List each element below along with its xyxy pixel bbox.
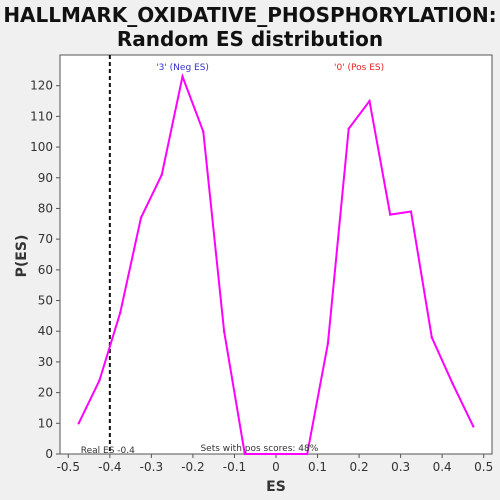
data-point xyxy=(181,75,184,78)
y-tick-label: 0 xyxy=(45,447,53,461)
data-point xyxy=(222,330,226,333)
y-tick-label: 90 xyxy=(38,171,53,185)
y-tick-label: 80 xyxy=(38,201,53,215)
x-tick-label: 0 xyxy=(272,460,280,474)
series-group xyxy=(77,72,475,456)
data-point xyxy=(139,216,143,219)
x-tick-label: -0.4 xyxy=(98,460,121,474)
data-point xyxy=(326,342,330,345)
data-point xyxy=(368,99,371,103)
x-tick-label: -0.5 xyxy=(57,460,80,474)
y-tick-label: 60 xyxy=(38,263,53,277)
plot-area xyxy=(59,54,493,455)
data-point xyxy=(264,452,267,456)
data-point xyxy=(202,130,205,133)
data-point xyxy=(285,452,288,456)
data-point xyxy=(472,425,475,428)
data-point xyxy=(160,173,163,176)
x-tick-label: -0.3 xyxy=(140,460,163,474)
y-tick-label: 10 xyxy=(38,416,53,430)
data-point xyxy=(451,382,454,385)
data-point xyxy=(119,311,122,315)
y-tick-label: 70 xyxy=(38,232,53,246)
y-tick-label: 50 xyxy=(38,294,53,308)
y-tick-label: 110 xyxy=(30,109,53,123)
x-tick-label: 0.5 xyxy=(474,460,493,474)
neg-es-label: '3' (Neg ES) xyxy=(156,63,209,73)
x-tick-label: 0.1 xyxy=(308,460,327,474)
x-tick-label: 0.2 xyxy=(350,460,369,474)
x-tick-label: 0.3 xyxy=(391,460,410,474)
x-axis-label: ES xyxy=(266,479,286,495)
x-tick-label: -0.2 xyxy=(181,460,204,474)
real-es-label: Real ES -0.4 xyxy=(81,446,135,456)
x-tick-label: -0.1 xyxy=(223,460,246,474)
data-point xyxy=(430,336,433,339)
x-tick-label: 0.4 xyxy=(433,460,452,474)
chart-title-line-1: HALLMARK_OXIDATIVE_PHOSPHORYLATION: xyxy=(3,3,496,27)
data-point xyxy=(98,379,101,382)
pos-scores-label: Sets with pos scores: 48% xyxy=(200,444,318,454)
x-axis: -0.5 -0.4 -0.3 -0.2 -0.1 0 0.1 0.2 0.3 0.4 0.5 xyxy=(57,454,493,474)
chart-title-line-2: Random ES distribution xyxy=(117,27,383,51)
series-line xyxy=(77,72,475,455)
y-axis: 0 10 20 30 40 50 60 70 80 90 100 110 120 xyxy=(30,79,60,461)
y-tick-label: 20 xyxy=(38,386,53,400)
y-axis-label: P(ES) xyxy=(14,235,30,278)
data-point xyxy=(305,452,309,456)
y-tick-label: 40 xyxy=(38,324,53,338)
pos-es-label: '0' (Pos ES) xyxy=(334,63,384,73)
data-point xyxy=(347,127,350,130)
y-tick-label: 30 xyxy=(38,355,53,369)
y-tick-label: 100 xyxy=(30,140,53,154)
data-point xyxy=(243,452,247,456)
data-point xyxy=(77,422,80,425)
data-point xyxy=(389,213,392,216)
data-point xyxy=(409,210,413,213)
y-tick-label: 120 xyxy=(30,79,53,93)
